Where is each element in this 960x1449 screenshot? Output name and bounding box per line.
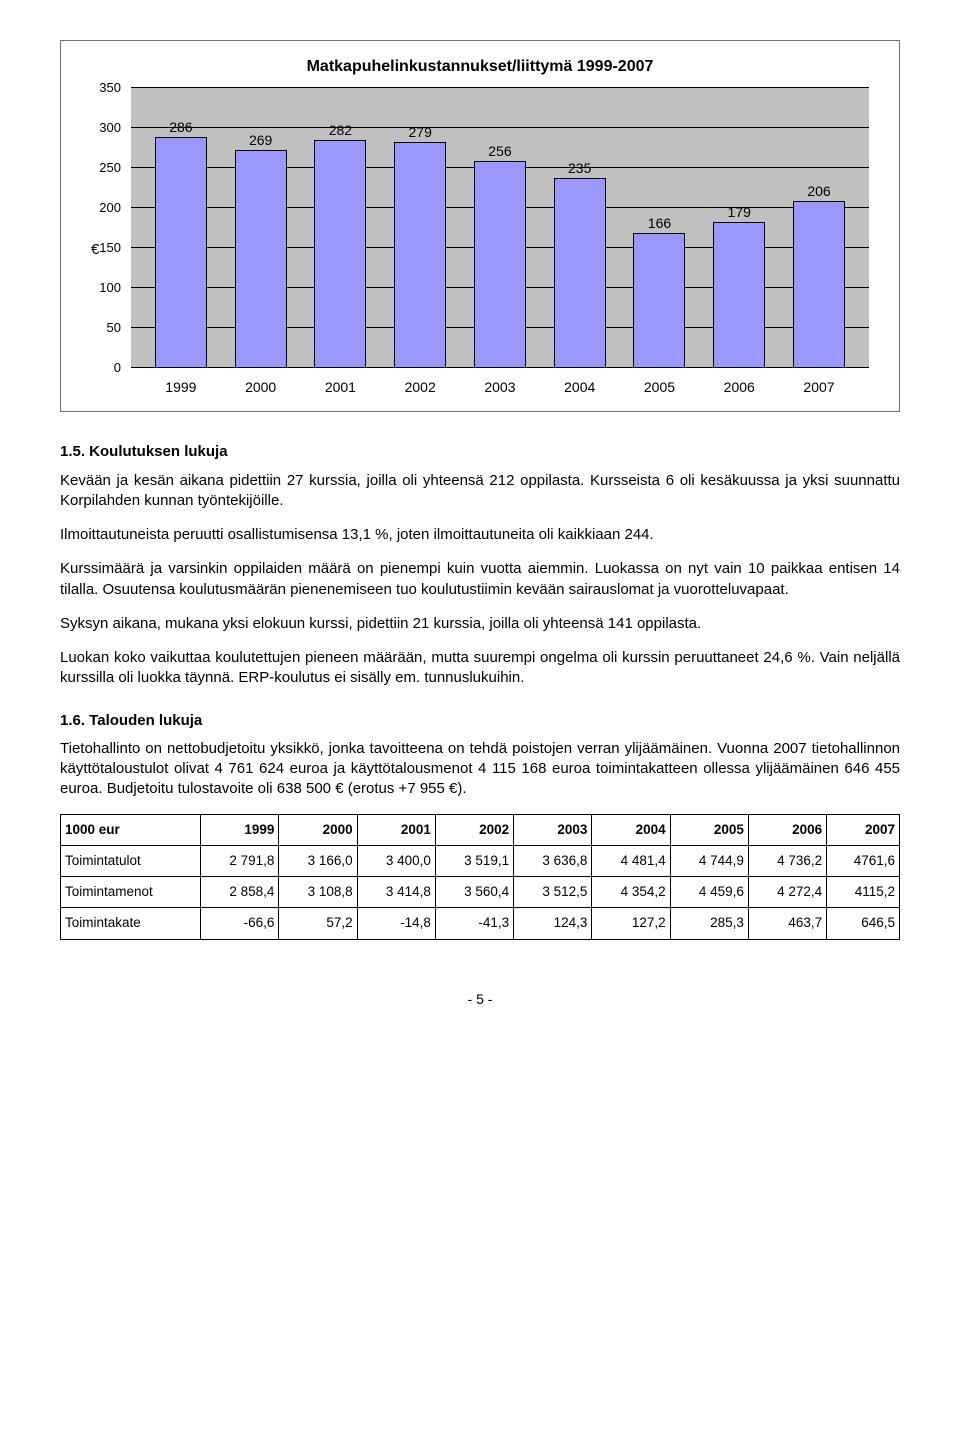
- bar: 179: [713, 222, 765, 367]
- table-cell: 646,5: [827, 908, 900, 939]
- x-tick-label: 2006: [714, 378, 764, 397]
- table-header-cell: 2002: [435, 814, 513, 845]
- table-row: Toimintakate-66,657,2-14,8-41,3124,3127,…: [61, 908, 900, 939]
- table-cell: 285,3: [670, 908, 748, 939]
- table-row: Toimintatulot2 791,83 166,03 400,03 519,…: [61, 845, 900, 876]
- y-tick-label: 150: [99, 239, 121, 257]
- table-cell: 4 272,4: [748, 877, 826, 908]
- bar-value-label: 235: [568, 159, 591, 178]
- x-tick-label: 2005: [634, 378, 684, 397]
- table-cell: Toimintamenot: [61, 877, 201, 908]
- table-header-cell: 2005: [670, 814, 748, 845]
- table-cell: 3 560,4: [435, 877, 513, 908]
- y-tick-label: 100: [99, 279, 121, 297]
- table-header-cell: 2000: [279, 814, 357, 845]
- y-tick-label: 0: [114, 359, 121, 377]
- bar-value-label: 179: [728, 203, 751, 222]
- table-cell: 2 791,8: [201, 845, 279, 876]
- table-header-cell: 2001: [357, 814, 435, 845]
- table-cell: -41,3: [435, 908, 513, 939]
- section-heading-1-6: 1.6. Talouden lukuja: [60, 711, 900, 731]
- table-cell: 3 636,8: [514, 845, 592, 876]
- bar: 286: [155, 137, 207, 368]
- bar-value-label: 256: [488, 142, 511, 161]
- table-header-cell: 2006: [748, 814, 826, 845]
- bar: 206: [793, 201, 845, 368]
- table-cell: 4 481,4: [592, 845, 670, 876]
- table-cell: 4115,2: [827, 877, 900, 908]
- x-tick-label: 2004: [555, 378, 605, 397]
- table-header-cell: 1999: [201, 814, 279, 845]
- bars-row: 286 269 282 279 256 235 166 179 206: [131, 88, 869, 368]
- y-tick-label: 300: [99, 119, 121, 137]
- bar: 235: [554, 178, 606, 368]
- table-cell: -14,8: [357, 908, 435, 939]
- bar: 256: [474, 161, 526, 368]
- table-cell: 4761,6: [827, 845, 900, 876]
- bar-value-label: 279: [408, 123, 431, 142]
- x-tick-label: 2002: [395, 378, 445, 397]
- bar-value-label: 282: [329, 121, 352, 140]
- bar-value-label: 206: [807, 182, 830, 201]
- paragraph: Syksyn aikana, mukana yksi elokuun kurss…: [60, 614, 900, 634]
- table-cell: 4 736,2: [748, 845, 826, 876]
- bar: 166: [633, 233, 685, 368]
- x-tick-label: 2003: [475, 378, 525, 397]
- table-cell: Toimintatulot: [61, 845, 201, 876]
- paragraph: Ilmoittautuneista peruutti osallistumise…: [60, 525, 900, 545]
- paragraph: Kevään ja kesän aikana pidettiin 27 kurs…: [60, 471, 900, 512]
- chart-title: Matkapuhelinkustannukset/liittymä 1999-2…: [61, 41, 899, 88]
- table-cell: 57,2: [279, 908, 357, 939]
- table-header-cell: 1000 eur: [61, 814, 201, 845]
- paragraph: Kurssimäärä ja varsinkin oppilaiden määr…: [60, 559, 900, 600]
- x-tick-label: 2007: [794, 378, 844, 397]
- finance-table: 1000 eur19992000200120022003200420052006…: [60, 814, 900, 940]
- table-cell: 124,3: [514, 908, 592, 939]
- bar-value-label: 166: [648, 214, 671, 233]
- table-cell: 3 400,0: [357, 845, 435, 876]
- table-cell: 4 354,2: [592, 877, 670, 908]
- bar-value-label: 269: [249, 131, 272, 150]
- section-heading-1-5: 1.5. Koulutuksen lukuja: [60, 442, 900, 462]
- table-cell: 4 459,6: [670, 877, 748, 908]
- table-header-cell: 2004: [592, 814, 670, 845]
- page-number: - 5 -: [60, 990, 900, 1009]
- chart-plot-area: 050100150200250300350 286269282279256235…: [131, 88, 869, 368]
- table-cell: 463,7: [748, 908, 826, 939]
- table-header-cell: 2003: [514, 814, 592, 845]
- table-cell: 3 108,8: [279, 877, 357, 908]
- y-tick-label: 200: [99, 199, 121, 217]
- y-axis: 050100150200250300350: [91, 88, 126, 368]
- x-tick-label: 1999: [156, 378, 206, 397]
- bar: 269: [235, 150, 287, 367]
- table-cell: 3 519,1: [435, 845, 513, 876]
- bar: 282: [314, 140, 366, 368]
- table-cell: Toimintakate: [61, 908, 201, 939]
- y-tick-label: 50: [107, 319, 121, 337]
- paragraph: Luokan koko vaikuttaa koulutettujen pien…: [60, 648, 900, 689]
- paragraph: Tietohallinto on nettobudjetoitu yksikkö…: [60, 739, 900, 800]
- table-cell: -66,6: [201, 908, 279, 939]
- y-tick-label: 350: [99, 79, 121, 97]
- x-tick-label: 2001: [315, 378, 365, 397]
- y-tick-label: 250: [99, 159, 121, 177]
- table-cell: 3 414,8: [357, 877, 435, 908]
- table-body: Toimintatulot2 791,83 166,03 400,03 519,…: [61, 845, 900, 939]
- table-header-cell: 2007: [827, 814, 900, 845]
- table-cell: 3 512,5: [514, 877, 592, 908]
- x-tick-label: 2000: [236, 378, 286, 397]
- table-cell: 127,2: [592, 908, 670, 939]
- bar-value-label: 286: [169, 118, 192, 137]
- table-cell: 4 744,9: [670, 845, 748, 876]
- cost-bar-chart: Matkapuhelinkustannukset/liittymä 1999-2…: [60, 40, 900, 412]
- bar: 279: [394, 142, 446, 367]
- table-cell: 3 166,0: [279, 845, 357, 876]
- table-row: Toimintamenot2 858,43 108,83 414,83 560,…: [61, 877, 900, 908]
- x-axis-labels: 1999 2000 2001 2002 2003 2004 2005 2006 2007: [131, 378, 869, 412]
- table-header-row: 1000 eur19992000200120022003200420052006…: [61, 814, 900, 845]
- table-cell: 2 858,4: [201, 877, 279, 908]
